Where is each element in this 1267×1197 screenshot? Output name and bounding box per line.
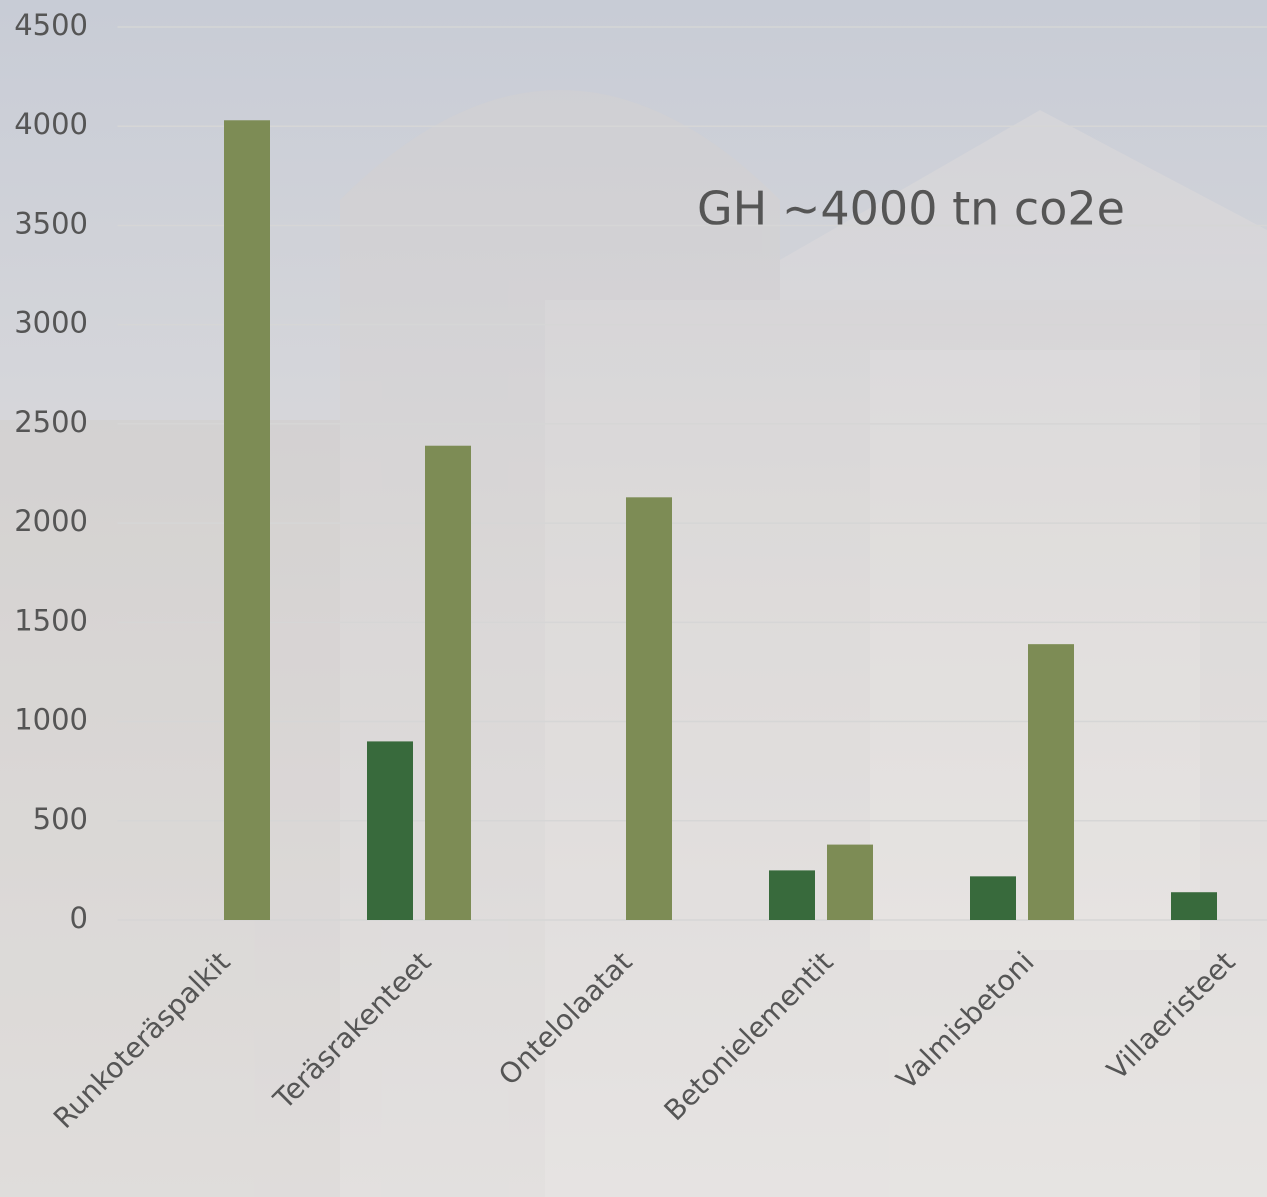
y-tick-label: 3500 bbox=[14, 206, 88, 240]
bar bbox=[769, 870, 815, 920]
bar bbox=[224, 120, 270, 920]
y-tick-label: 0 bbox=[70, 901, 88, 935]
annotation: GH ~4000 tn co2e bbox=[697, 182, 1125, 236]
bar bbox=[425, 445, 471, 920]
y-tick-label: 500 bbox=[33, 802, 88, 836]
bar bbox=[367, 741, 413, 920]
y-tick-label: 2500 bbox=[14, 405, 88, 439]
bar bbox=[626, 497, 672, 920]
bar bbox=[1171, 892, 1217, 920]
y-tick-label: 4000 bbox=[14, 107, 88, 141]
bar bbox=[970, 876, 1016, 920]
y-tick-label: 2000 bbox=[14, 504, 88, 538]
y-tick-label: 1500 bbox=[14, 603, 88, 637]
y-tick-label: 1000 bbox=[14, 703, 88, 737]
y-tick-label: 4500 bbox=[14, 8, 88, 42]
bar bbox=[827, 844, 873, 920]
bar bbox=[1028, 644, 1074, 920]
y-tick-label: 3000 bbox=[14, 306, 88, 340]
